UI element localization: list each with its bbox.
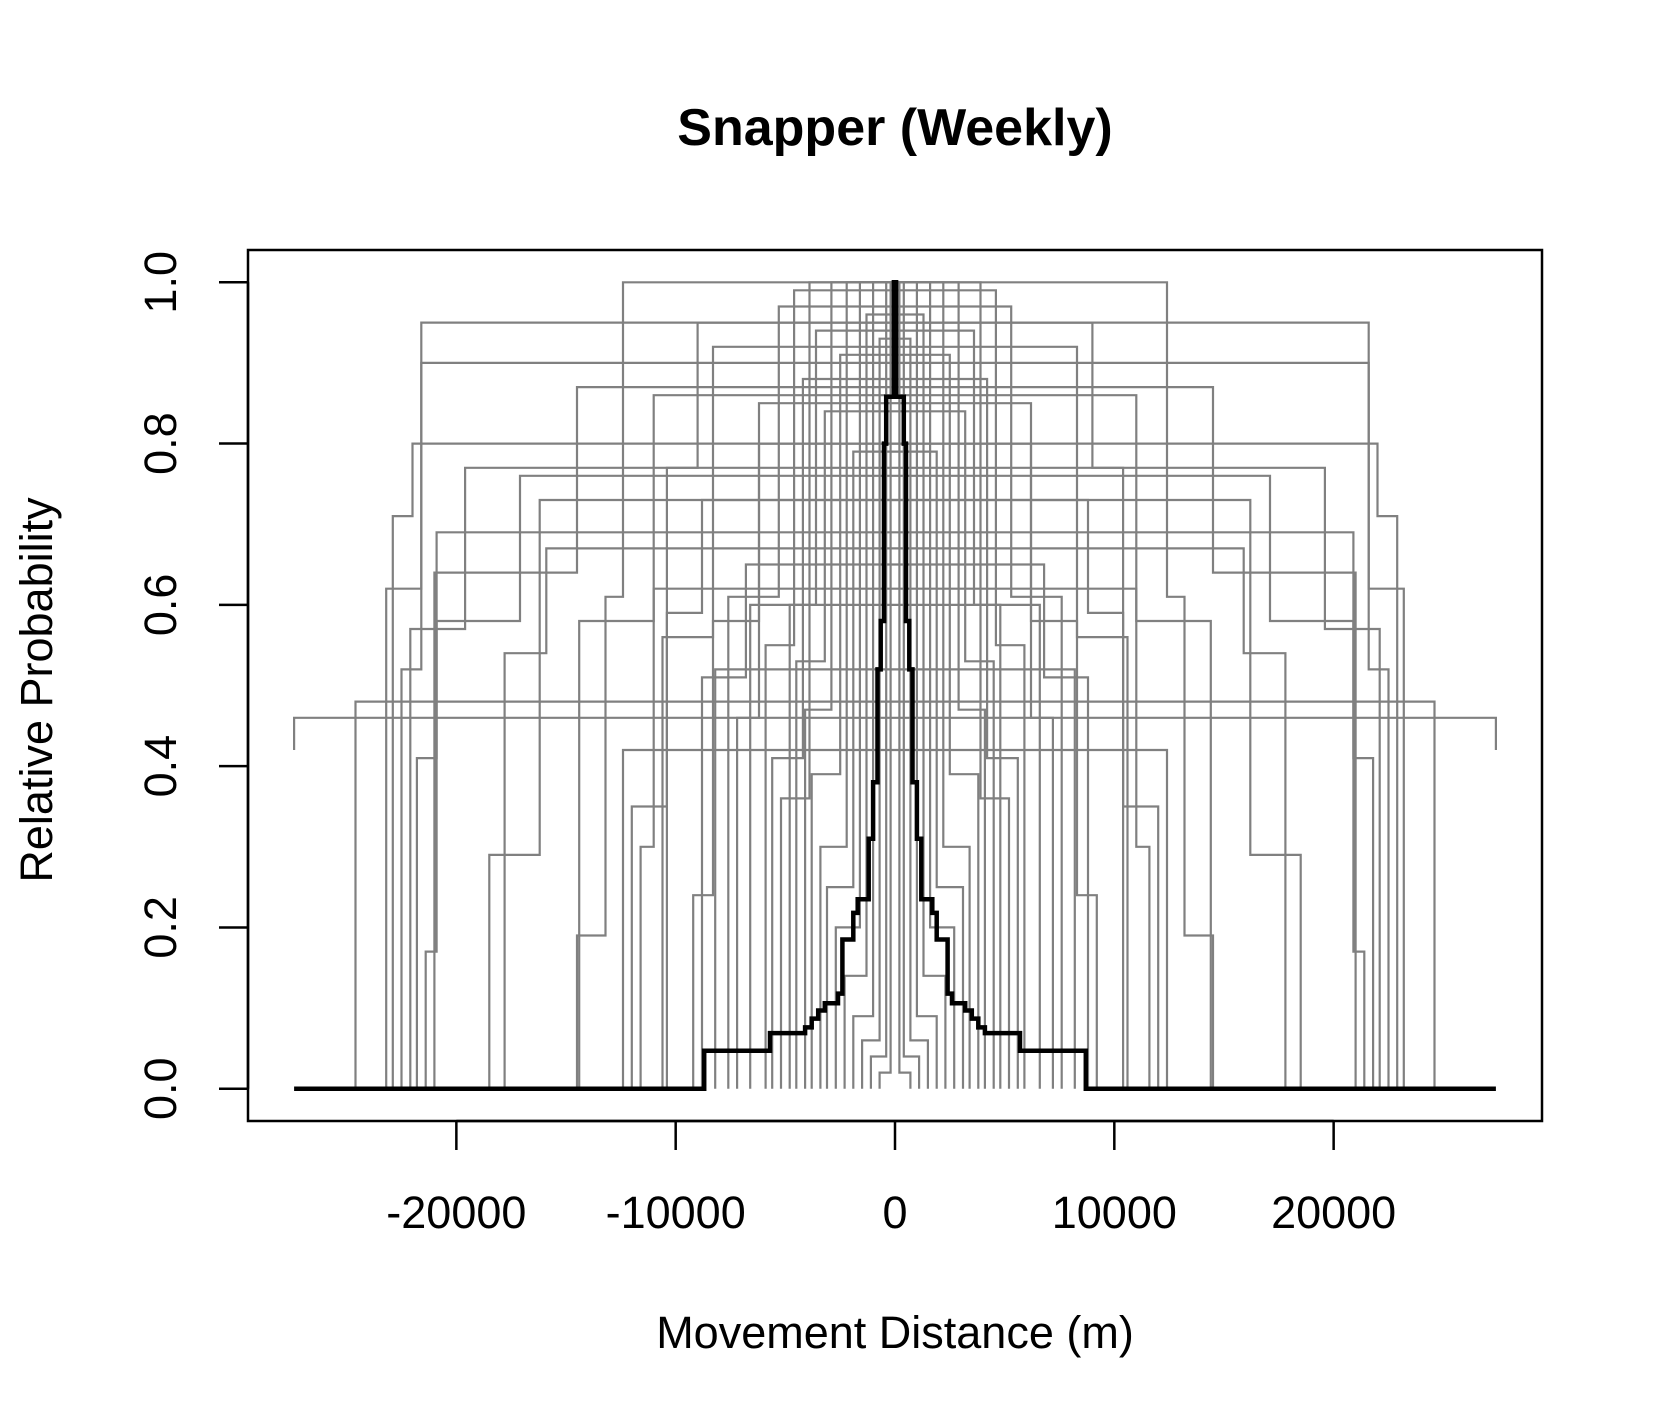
x-tick-label: -20000 [386,1187,526,1238]
y-tick-label: 1.0 [135,251,186,314]
y-tick-label: 0.6 [135,574,186,637]
individual-curve [665,498,1125,1089]
x-axis: -20000 -10000 0 10000 20000 [386,1119,1396,1238]
individual-curve [391,442,1399,1089]
individual-curve [639,587,1151,1089]
individual-curve [433,386,1357,1089]
y-tick-label: 0.4 [135,735,186,798]
individual-curve [727,305,1063,1089]
mean-curve [294,280,1496,1091]
y-tick-label: 0.0 [135,1057,186,1120]
individual-curve [700,563,1090,1089]
individual-curve [736,442,1054,1089]
y-axis: 0.0 0.2 0.4 0.6 0.8 1.0 [135,251,250,1120]
y-tick-label: 0.2 [135,896,186,959]
individual-curve [409,466,1381,1089]
individual-curve [424,474,1366,1089]
chart-title: Snapper (Weekly) [677,99,1112,157]
individual-curve [749,603,1041,1089]
individual-curve [354,700,1436,1089]
x-tick-label: -10000 [606,1187,746,1238]
individual-curve [630,321,1160,1089]
x-tick-label: 0 [882,1187,907,1238]
individual-curve [714,668,1076,1089]
x-tick-label: 20000 [1271,1187,1396,1238]
mean-curve-group [294,280,1496,1091]
individual-curve [400,361,1390,1089]
individual-curve [503,547,1287,1089]
individual-curve [293,716,1497,750]
y-axis-label: Relative Probability [11,497,62,883]
x-axis-label: Movement Distance (m) [656,1307,1134,1358]
individual-curve [795,410,995,1089]
individual-curves [293,281,1497,1089]
x-tick-label: 10000 [1052,1187,1177,1238]
y-tick-label: 0.8 [135,412,186,475]
individual-curve [825,450,965,1089]
individual-curve [621,748,1169,1089]
individual-curve [415,531,1375,1089]
individual-curve [692,402,1098,1089]
